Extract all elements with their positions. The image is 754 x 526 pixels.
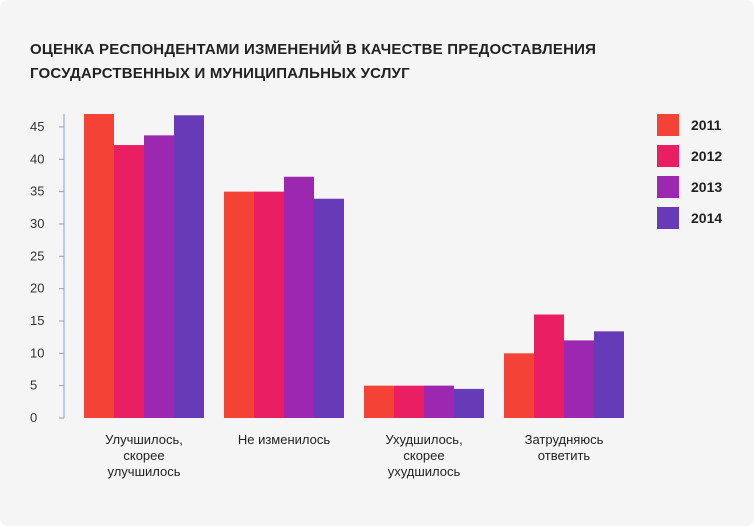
legend-item-2012: 2012 (657, 145, 722, 167)
y-tick-label: 40 (30, 151, 44, 166)
bar-2011-category-2 (224, 191, 254, 418)
chart-title-line-2: ГОСУДАРСТВЕННЫХ И МУНИЦИПАЛЬНЫХ УСЛУГ (30, 65, 410, 82)
bar-2013-category-4 (564, 340, 594, 418)
legend-label: 2013 (691, 179, 723, 195)
legend-swatch (657, 145, 679, 167)
bar-2012-category-4 (534, 314, 564, 418)
legend-label: 2012 (691, 148, 723, 164)
bar-2014-category-3 (454, 388, 484, 418)
y-tick-label: 0 (30, 410, 37, 425)
y-tick-label: 45 (30, 119, 44, 134)
y-tick-label: 35 (30, 184, 44, 199)
bar-2012-category-3 (394, 385, 424, 418)
legend-swatch (657, 114, 679, 136)
y-tick-label: 10 (30, 345, 44, 360)
x-category-label: Улучшилось, скорее улучшилось (105, 432, 183, 479)
y-tick-label: 25 (30, 248, 44, 263)
x-category-label: Затрудняюсь ответить (525, 432, 604, 463)
bar-2013-category-3 (424, 385, 454, 418)
legend-swatch (657, 207, 679, 229)
legend: 2011 2012 2013 2014 (657, 114, 722, 238)
bar-2012-category-2 (254, 191, 284, 418)
bar-2014-category-2 (314, 198, 344, 418)
bar-2011-category-4 (504, 353, 534, 418)
y-tick-label: 20 (30, 281, 44, 296)
legend-item-2011: 2011 (657, 114, 722, 136)
legend-item-2013: 2013 (657, 176, 722, 198)
y-axis: 0 5 10 15 20 25 30 35 40 45 (30, 114, 65, 425)
x-axis-labels: Улучшилось, скорее улучшилось Не изменилось… (105, 432, 603, 479)
bar-2013-category-2 (284, 176, 314, 418)
bar-2012-category-1 (114, 145, 144, 418)
legend-label: 2014 (691, 210, 723, 226)
bar-2014-category-1 (174, 115, 204, 419)
chart-title: ОЦЕНКА РЕСПОНДЕНТАМИ ИЗМЕНЕНИЙ В КАЧЕСТВ… (30, 38, 670, 86)
x-category-label: Ухудшилось, скорее ухудшилось (385, 432, 462, 479)
bars-group (84, 114, 624, 419)
y-tick-label: 15 (30, 313, 44, 328)
y-tick-label: 30 (30, 216, 44, 231)
bar-2014-category-4 (594, 331, 624, 418)
chart-title-line-1: ОЦЕНКА РЕСПОНДЕНТАМИ ИЗМЕНЕНИЙ В КАЧЕСТВ… (30, 41, 597, 58)
legend-item-2014: 2014 (657, 207, 722, 229)
x-category-label: Не изменилось (238, 432, 331, 447)
y-tick-label: 5 (30, 378, 37, 393)
bar-2013-category-1 (144, 135, 174, 419)
bar-2011-category-3 (364, 385, 394, 418)
legend-label: 2011 (691, 117, 722, 133)
legend-swatch (657, 176, 679, 198)
bar-2011-category-1 (84, 114, 114, 418)
